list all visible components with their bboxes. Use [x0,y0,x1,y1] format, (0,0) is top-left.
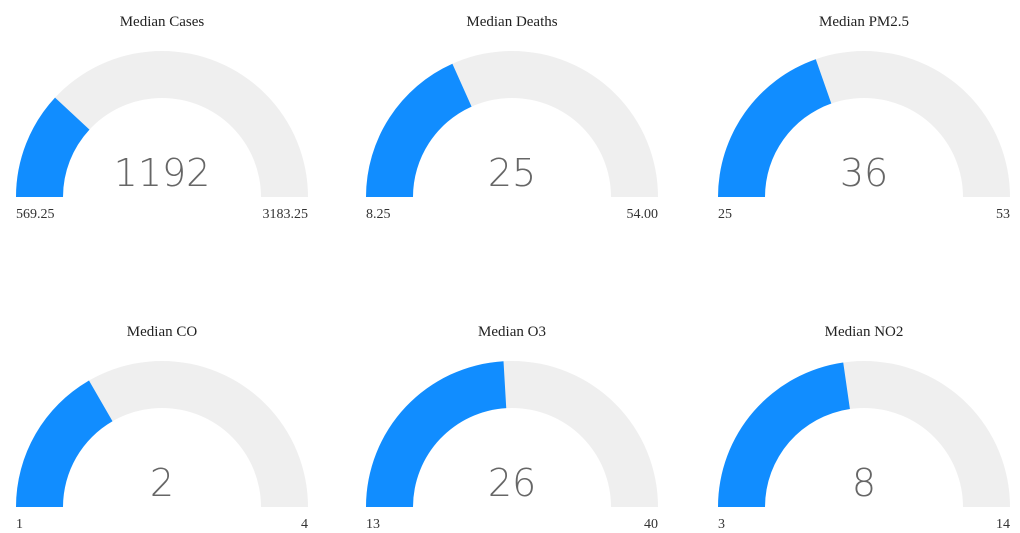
gauge-min: 25 [718,207,732,222]
gauge-value: 1192 [114,151,211,195]
gauge-fill [718,362,850,507]
gauge-title: Median NO2 [825,324,904,340]
gauge-min: 569.25 [16,207,55,222]
gauge-min: 1 [16,517,23,532]
gauge-fill [366,63,472,197]
gauge-max: 40 [644,517,658,532]
gauge-title: Median Cases [120,14,205,30]
gauge-max: 53 [996,207,1010,222]
gauge-value: 2 [150,461,174,505]
gauge-fill [16,380,113,507]
gauge-fill [16,97,90,197]
gauge-fill [718,59,832,197]
gauge-value: 26 [488,461,536,505]
gauge-min: 13 [366,517,380,532]
gauge-value: 25 [488,151,536,195]
gauge-max: 4 [301,517,308,532]
gauge-title: Median O3 [478,324,546,340]
gauge-title: Median Deaths [466,14,557,30]
gauge-title: Median PM2.5 [819,14,909,30]
gauge-min: 8.25 [366,207,391,222]
gauge-max: 14 [996,517,1010,532]
gauge-title: Median CO [127,324,198,340]
gauge-max: 3183.25 [263,207,309,222]
gauge-max: 54.00 [627,207,659,222]
gauge-track [16,51,308,197]
gauge-fill [366,361,507,507]
gauge-value: 36 [840,151,888,195]
gauge-min: 3 [718,517,725,532]
gauge-value: 8 [852,461,876,505]
